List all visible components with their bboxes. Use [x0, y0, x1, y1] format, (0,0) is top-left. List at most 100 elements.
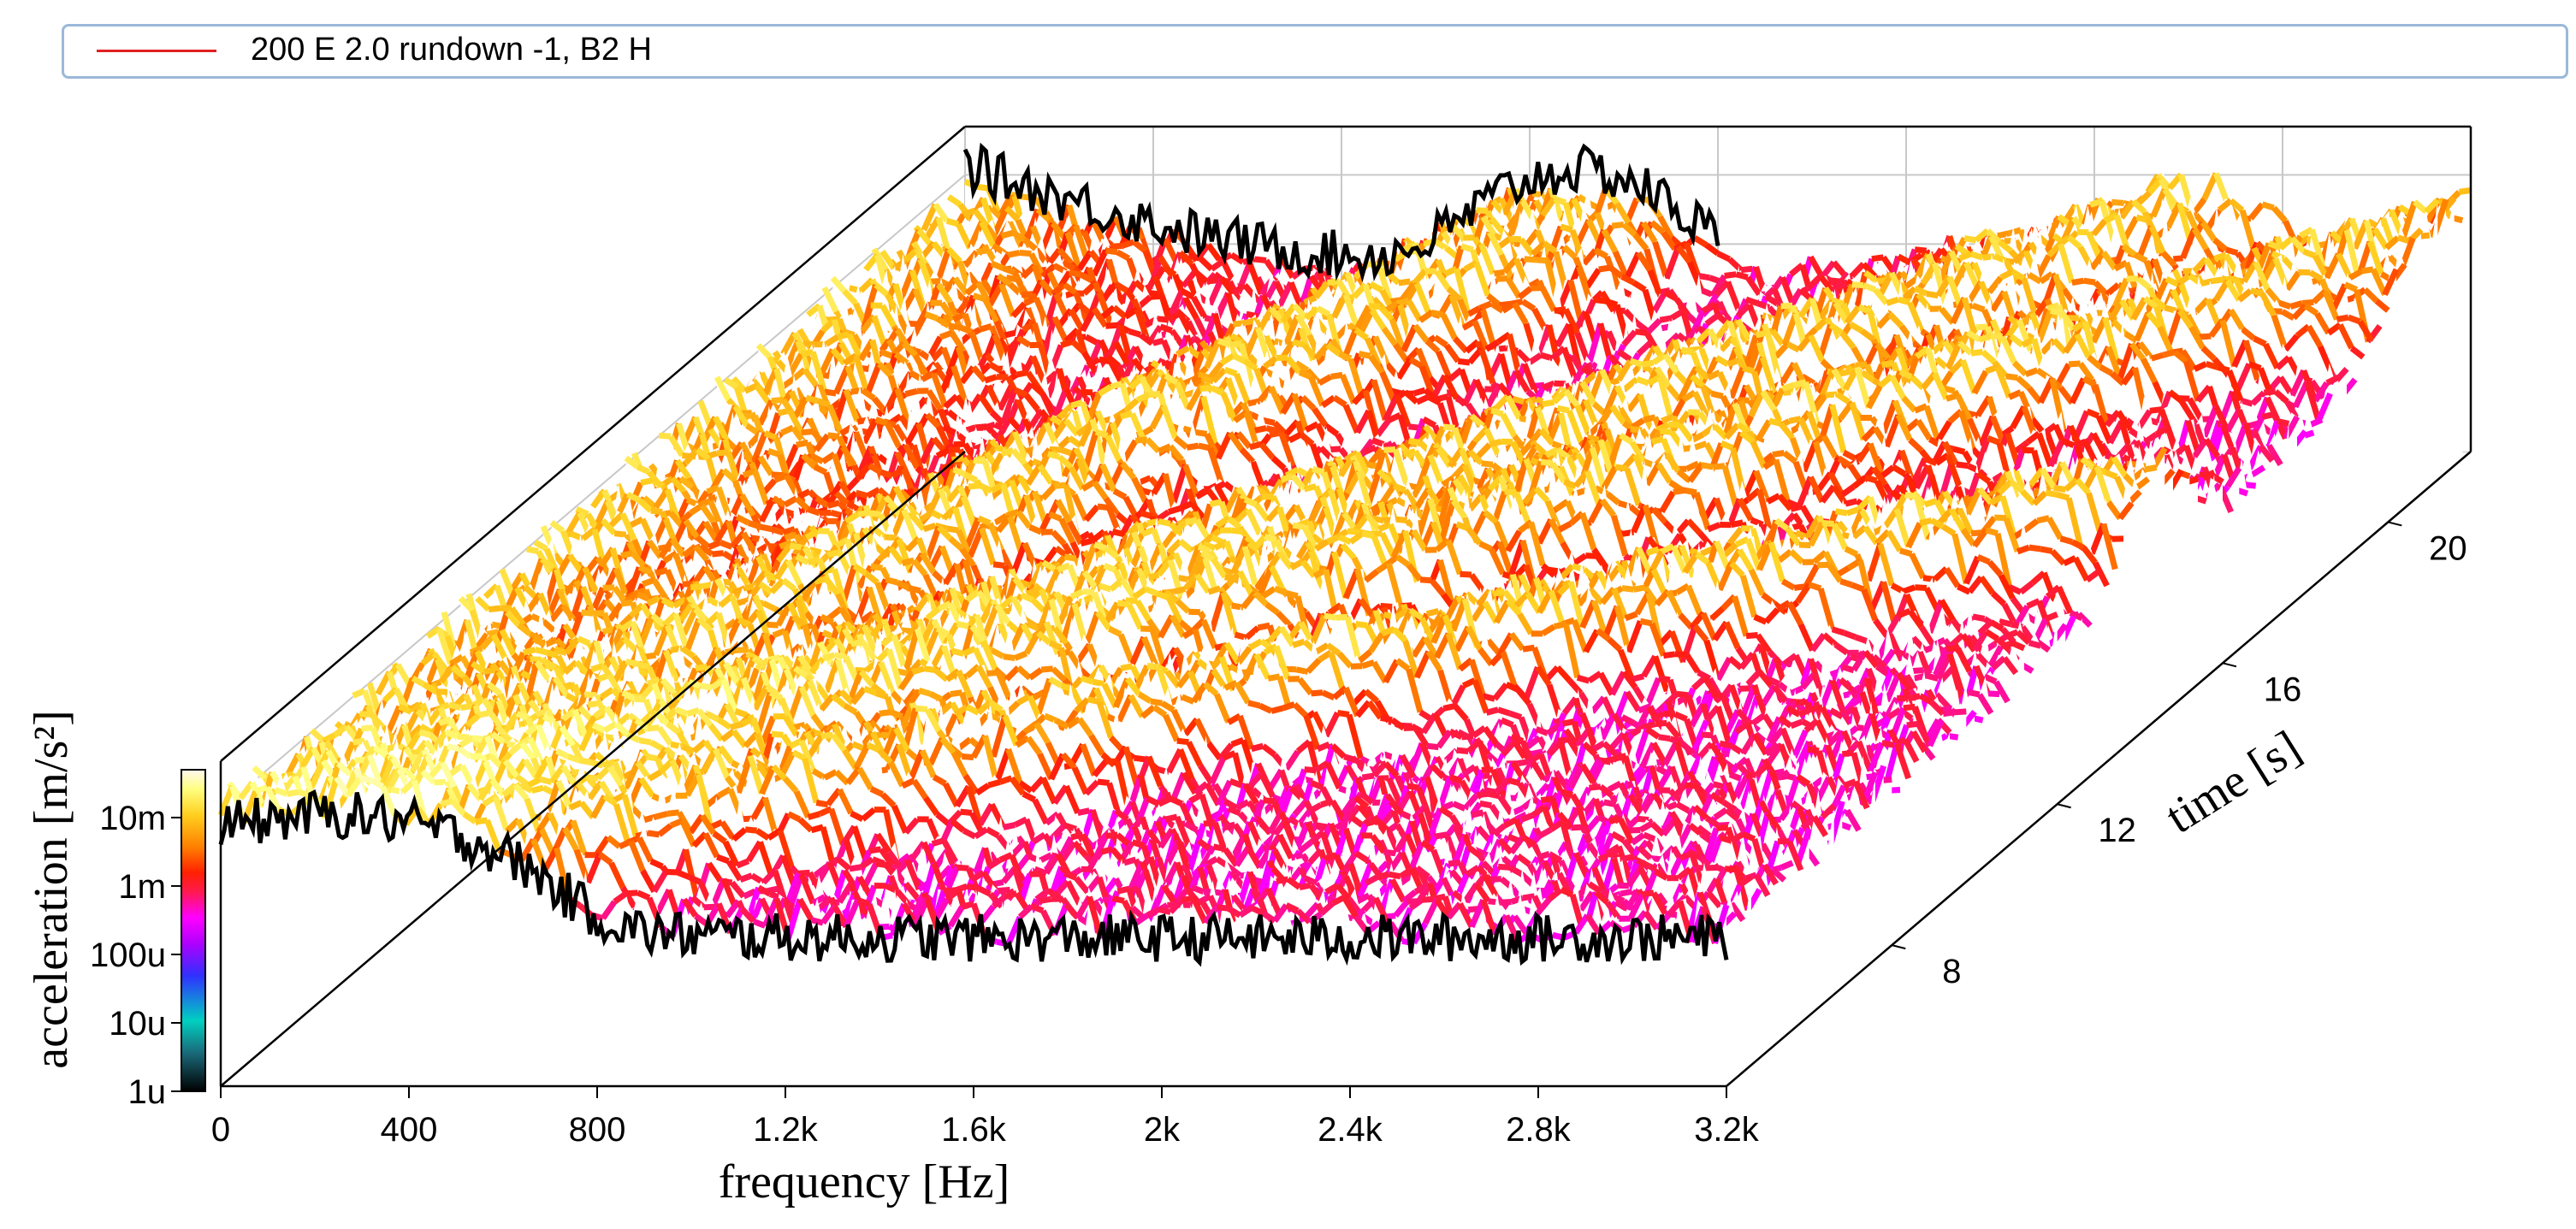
slice-segment	[1490, 407, 1504, 417]
slice-segment	[1657, 215, 1674, 239]
slice-segment	[1614, 201, 1631, 225]
surface-layer	[217, 142, 2475, 1086]
slice-segment	[1205, 242, 1223, 263]
slice-segment	[1542, 399, 1555, 408]
slice-segment	[2061, 438, 2076, 448]
slice-segment	[1329, 446, 1341, 453]
slice-segment	[921, 203, 939, 232]
slice-segment	[1253, 425, 1267, 434]
slice-segment	[1675, 245, 1692, 264]
slice-segment	[1861, 262, 1878, 279]
slice-segment	[1593, 297, 1606, 304]
slice-segment	[1004, 205, 1021, 222]
slice-segment	[1162, 264, 1177, 278]
slice-segment	[1198, 256, 1214, 272]
slice-segment	[1193, 269, 1209, 284]
slice-segment	[933, 202, 950, 223]
slice-segment	[1186, 442, 1199, 451]
slice-segment	[2164, 304, 2177, 314]
slice-segment	[2263, 388, 2277, 396]
slice-segment	[1772, 450, 1785, 458]
slice-segment	[1914, 246, 1928, 254]
slice-segment	[1541, 380, 1555, 391]
slice-segment	[1254, 256, 1267, 263]
slice-segment	[2277, 417, 2290, 427]
slice-segment	[2400, 200, 2418, 240]
slice-segment	[948, 322, 961, 331]
slice-segment	[1612, 250, 1630, 280]
slice-segment	[1246, 310, 1259, 320]
slice-segment	[2249, 287, 2264, 297]
slice-segment	[1820, 260, 1837, 280]
slice-segment	[1134, 436, 1148, 444]
slice-segment	[2212, 172, 2230, 205]
slice-segment	[1060, 339, 1074, 348]
slice-segment	[1581, 248, 1598, 266]
slice-segment	[1019, 250, 1032, 257]
slice-segment	[1167, 505, 1181, 515]
slice-segment	[1634, 328, 1648, 336]
slice-segment	[1223, 366, 1238, 377]
slice-segment	[1219, 276, 1236, 296]
slice-segment	[1963, 234, 1977, 244]
slice-segment	[2200, 221, 2218, 242]
slice-segment	[1958, 251, 1973, 262]
slice-segment	[2224, 275, 2236, 283]
slice-segment	[1495, 275, 1508, 282]
slice-segment	[1247, 262, 1264, 295]
slice-segment	[855, 489, 868, 499]
slice-segment	[2071, 277, 2085, 287]
slice-segment	[1531, 190, 1545, 198]
slice-segment	[2289, 300, 2303, 310]
slice-segment	[1611, 222, 1625, 229]
legend-label: 200 E 2.0 rundown -1, B2 H	[251, 32, 652, 68]
slice-segment	[1457, 357, 1471, 366]
slice-segment	[2424, 198, 2440, 215]
slice-segment	[1808, 255, 1825, 279]
slice-segment	[2162, 349, 2176, 358]
slice-segment	[1002, 265, 1016, 275]
slice-segment	[805, 394, 819, 404]
slice-segment	[1997, 230, 2010, 239]
slice-segment	[1507, 199, 1526, 236]
slice-segment	[946, 194, 962, 208]
slice-segment	[1661, 230, 1678, 251]
slice-segment	[1969, 251, 1984, 261]
slice-segment	[1851, 281, 1864, 289]
slice-segment	[1247, 398, 1261, 407]
slice-segment	[1105, 322, 1118, 329]
slice-segment	[1659, 315, 1673, 323]
slice-segment	[1007, 250, 1021, 258]
slice-segment	[1098, 356, 1112, 365]
slice-segment	[1546, 225, 1564, 262]
slice-segment	[992, 206, 1010, 236]
slice-segment	[2247, 361, 2262, 371]
slice-segment	[1649, 220, 1666, 235]
slice-segment	[1368, 303, 1381, 310]
slice-segment	[1217, 338, 1231, 348]
slice-segment	[1630, 426, 1643, 434]
slice-segment	[948, 446, 961, 453]
slice-segment	[1629, 357, 1643, 368]
slice-segment	[2150, 188, 2168, 218]
slice-segment	[1864, 474, 1878, 484]
slice-segment	[1536, 257, 1549, 264]
slice-segment	[1198, 442, 1211, 452]
slice-segment	[1064, 231, 1082, 270]
slice-segment	[1697, 272, 1710, 281]
slice-segment	[2119, 199, 2136, 220]
slice-segment	[2248, 202, 2265, 221]
slice-segment	[1358, 351, 1371, 359]
slice-segment	[1553, 196, 1567, 206]
slice-segment	[1050, 221, 1067, 240]
slice-segment	[1094, 428, 1109, 439]
slice-segment	[1735, 271, 1749, 281]
slice-segment	[1004, 329, 1017, 339]
slice-segment	[1898, 296, 1911, 306]
slice-segment	[1442, 423, 1455, 431]
slice-segment	[1818, 274, 1835, 293]
slice-segment	[1710, 274, 1727, 297]
slice-segment	[2271, 205, 2289, 223]
slice-segment	[1229, 251, 1245, 265]
slice-segment	[1632, 233, 1649, 251]
